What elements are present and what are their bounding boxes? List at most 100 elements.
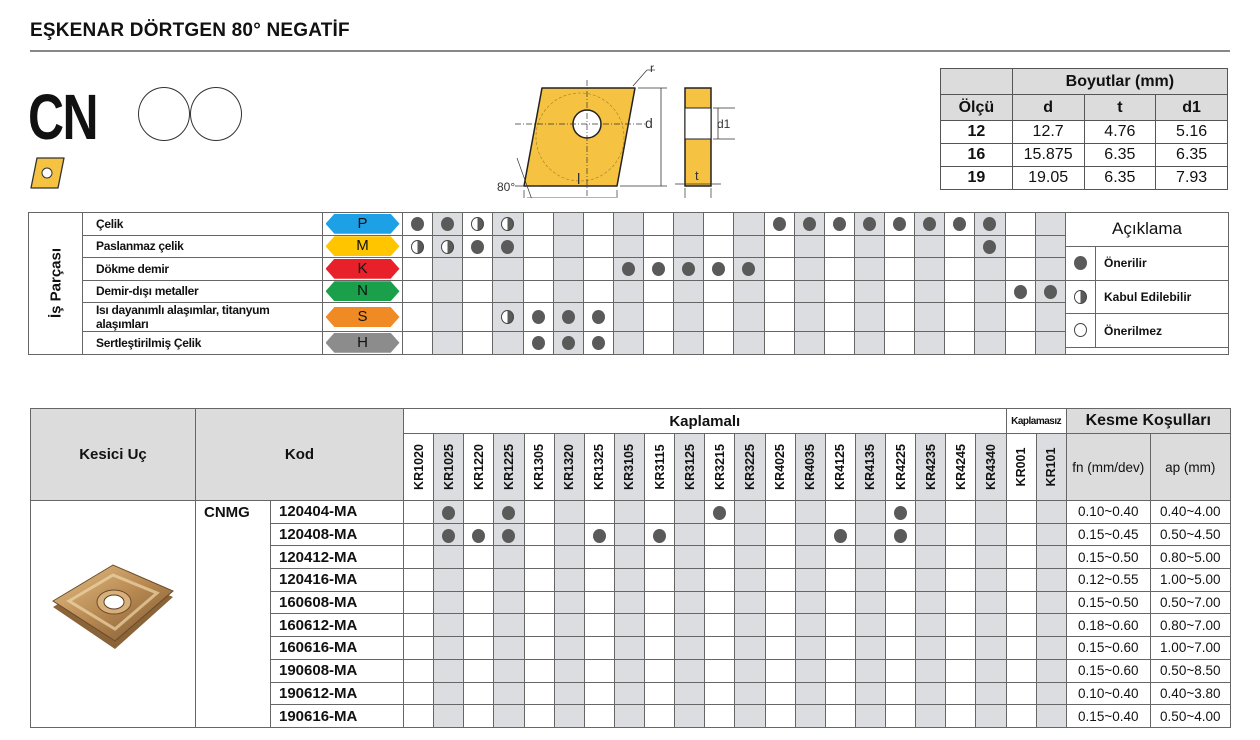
insert-code: 120416-MA bbox=[269, 568, 405, 592]
full-circle-icon bbox=[652, 262, 666, 277]
grade-availability-cell bbox=[1035, 522, 1067, 547]
suitability-cell bbox=[944, 302, 976, 332]
grade-availability-cell bbox=[1035, 658, 1067, 683]
grade-header: KR4245 bbox=[945, 433, 977, 501]
size-cell: 19 bbox=[940, 166, 1013, 190]
grade-availability-cell bbox=[674, 590, 706, 615]
grade-availability-cell bbox=[553, 590, 585, 615]
l-label: l bbox=[577, 171, 580, 188]
clearance-circle-icon bbox=[190, 87, 242, 141]
grade-availability-cell bbox=[824, 704, 856, 728]
grade-availability-cell bbox=[613, 568, 646, 592]
grade-availability-cell bbox=[854, 704, 887, 728]
grade-name: KR001 bbox=[1014, 447, 1029, 487]
material-row: Isı dayanımlı alaşımlar, titanyum alaşım… bbox=[29, 302, 1229, 332]
workpiece-table: İş Parçası Çelik P Paslanmaz çelik M Dökme de… bbox=[28, 212, 1229, 355]
suitability-cell bbox=[763, 279, 795, 303]
grade-availability-cell bbox=[915, 545, 947, 570]
grade-availability-cell bbox=[463, 522, 495, 547]
suitability-cell bbox=[1004, 212, 1036, 236]
dims-column-header: t bbox=[1083, 94, 1157, 121]
grade-availability-cell bbox=[975, 500, 1007, 524]
suitability-cell bbox=[823, 302, 855, 332]
grade-availability-cell bbox=[403, 636, 435, 660]
suitability-cell bbox=[582, 212, 614, 236]
material-name: Çelik bbox=[82, 212, 323, 236]
suitability-cell bbox=[883, 331, 916, 355]
d1-label: d1 bbox=[717, 117, 731, 131]
suitability-cell bbox=[914, 234, 946, 258]
t-label: t bbox=[695, 168, 699, 183]
insert-row[interactable]: 160616-MA 0.15~0.60 1.00~7.00 bbox=[31, 636, 1231, 660]
grade-availability-cell bbox=[885, 704, 917, 728]
suitability-cell bbox=[763, 212, 795, 236]
full-circle-icon bbox=[471, 239, 485, 254]
ap-value: 0.40~3.80 bbox=[1149, 681, 1231, 706]
grade-header: KR1225 bbox=[493, 433, 525, 501]
grade-availability-cell bbox=[854, 681, 887, 706]
grade-availability-cell bbox=[915, 636, 947, 660]
ap-value: 0.50~8.50 bbox=[1149, 658, 1231, 683]
grade-availability-cell bbox=[433, 522, 465, 547]
full-circle-icon bbox=[772, 217, 786, 232]
grade-availability-cell bbox=[493, 613, 525, 638]
suitability-cell bbox=[793, 279, 825, 303]
grade-availability-cell bbox=[433, 500, 465, 524]
insert-row[interactable]: CNMG 120404-MA 0.10~0.40 0.40~4.00 bbox=[30, 500, 1231, 728]
suitability-cell bbox=[733, 257, 765, 281]
grade-availability-cell bbox=[885, 613, 917, 638]
suitability-cell bbox=[492, 302, 524, 332]
insert-row[interactable]: 120416-MA 0.12~0.55 1.00~5.00 bbox=[31, 568, 1231, 592]
grade-availability-cell bbox=[403, 681, 435, 706]
grade-availability-cell bbox=[764, 545, 796, 570]
grade-header: KR4225 bbox=[885, 433, 917, 501]
suitability-cell bbox=[883, 257, 916, 281]
grade-availability-cell bbox=[704, 704, 736, 728]
dimension-value: 6.35 bbox=[1083, 143, 1157, 167]
insert-row[interactable]: 120408-MA 0.15~0.45 0.50~4.50 bbox=[31, 522, 1231, 547]
grade-availability-cell bbox=[704, 636, 736, 660]
legend-symbol-cell bbox=[1065, 279, 1096, 315]
grade-availability-cell bbox=[794, 636, 826, 660]
material-tag-cell: H bbox=[322, 331, 403, 355]
suitability-cell bbox=[462, 234, 494, 258]
grade-availability-cell bbox=[945, 568, 977, 592]
insert-photo bbox=[52, 564, 174, 650]
suitability-cell bbox=[1004, 302, 1036, 332]
grade-availability-cell bbox=[764, 568, 796, 592]
suitability-cell bbox=[914, 212, 946, 236]
suitability-cell bbox=[522, 302, 554, 332]
suitability-cell bbox=[1004, 234, 1036, 258]
ap-value: 0.50~4.50 bbox=[1149, 522, 1231, 547]
grade-availability-cell bbox=[433, 681, 465, 706]
full-circle-icon bbox=[592, 528, 606, 543]
dims-row: 16 15.875 6.35 6.35 bbox=[940, 143, 1228, 167]
insert-row[interactable]: 190608-MA 0.15~0.60 0.50~8.50 bbox=[31, 658, 1231, 683]
grade-availability-cell bbox=[1005, 522, 1037, 547]
insert-row[interactable]: 190612-MA 0.10~0.40 0.40~3.80 bbox=[31, 681, 1231, 706]
full-circle-icon bbox=[531, 310, 545, 325]
suitability-cell bbox=[582, 234, 614, 258]
insert-row[interactable]: 120412-MA 0.15~0.50 0.80~5.00 bbox=[31, 545, 1231, 570]
grade-header: KR4035 bbox=[794, 433, 826, 501]
grade-availability-cell bbox=[433, 613, 465, 638]
grade-availability-cell bbox=[885, 522, 917, 547]
grade-availability-cell bbox=[915, 568, 947, 592]
suitability-cell bbox=[944, 257, 976, 281]
material-code-tag: N bbox=[325, 281, 400, 302]
grade-availability-cell bbox=[1035, 590, 1067, 615]
grade-availability-cell bbox=[945, 681, 977, 706]
grade-availability-cell bbox=[885, 658, 917, 683]
insert-row[interactable]: 190616-MA 0.15~0.40 0.50~4.00 bbox=[31, 704, 1231, 728]
grade-availability-cell bbox=[463, 568, 495, 592]
full-circle-icon bbox=[742, 262, 756, 277]
half-circle-icon bbox=[471, 217, 485, 232]
grade-availability-cell bbox=[553, 658, 585, 683]
grade-availability-cell bbox=[975, 522, 1007, 547]
grade-availability-cell bbox=[915, 658, 947, 683]
suitability-cell bbox=[883, 279, 916, 303]
fn-value: 0.18~0.60 bbox=[1065, 613, 1151, 638]
material-code-tag: H bbox=[325, 332, 400, 353]
page-title: EŞKENAR DÖRTGEN 80° NEGATİF bbox=[30, 20, 350, 41]
suitability-cell bbox=[492, 234, 524, 258]
